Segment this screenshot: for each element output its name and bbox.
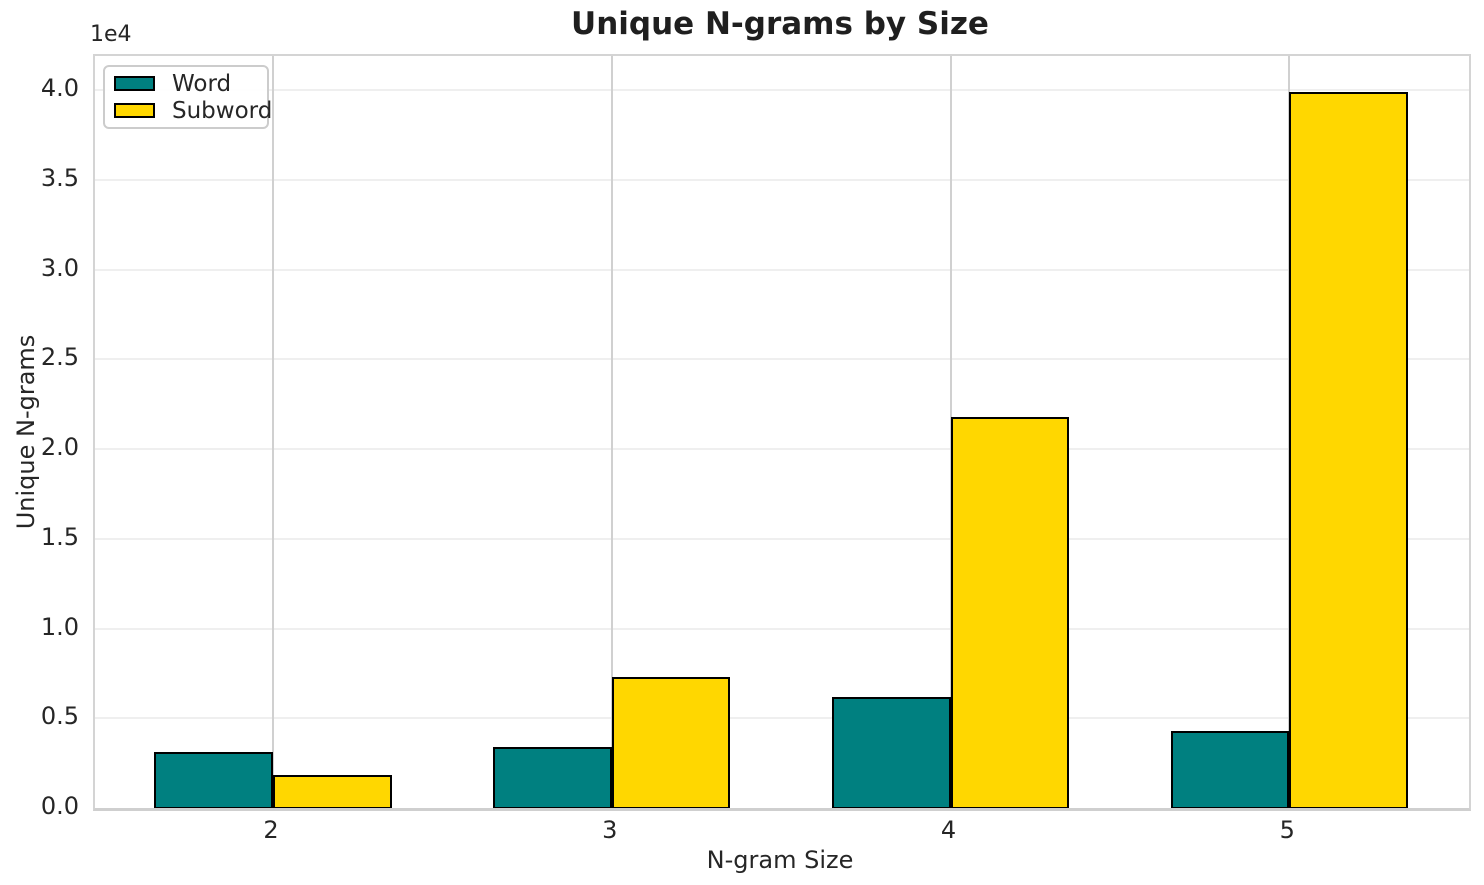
legend: Word Subword — [103, 65, 272, 129]
plot-area: Word Subword — [93, 54, 1471, 811]
x-tick-label: 5 — [1279, 816, 1295, 844]
legend-item-subword: Subword — [114, 98, 272, 124]
y-gridline — [95, 358, 1469, 361]
legend-item-word: Word — [114, 71, 267, 97]
y-tick-label: 3.0 — [40, 253, 79, 282]
legend-swatch-word-icon — [114, 76, 155, 91]
y-tick-label: 0.0 — [40, 792, 79, 820]
x-gridline — [610, 56, 613, 808]
bar-word-4 — [831, 696, 951, 808]
y-gridline — [95, 717, 1469, 720]
y-gridline — [95, 268, 1469, 271]
y-tick-label: 0.5 — [40, 702, 79, 731]
bar-word-2 — [154, 752, 273, 808]
y-gridline — [95, 448, 1469, 451]
x-tick-label: 2 — [263, 816, 279, 844]
y-tick-label: 1.5 — [40, 522, 79, 551]
bar-subword-3 — [611, 676, 731, 808]
legend-swatch-subword-icon — [114, 103, 155, 118]
bar-word-3 — [493, 746, 612, 808]
x-tick-label: 3 — [602, 816, 618, 844]
bar-word-5 — [1170, 730, 1290, 808]
bar-subword-4 — [950, 416, 1070, 808]
x-tick-label: 4 — [940, 816, 957, 844]
y-gridline — [95, 178, 1469, 181]
bar-subword-5 — [1289, 91, 1408, 808]
chart-title: Unique N-grams by Size — [571, 6, 989, 42]
y-gridline — [95, 537, 1469, 540]
y-tick-label: 4.0 — [40, 74, 79, 103]
y-gridline — [95, 89, 1469, 92]
legend-label-word: Word — [172, 70, 232, 97]
bar-subword-2 — [273, 774, 392, 808]
x-axis-label: N-gram Size — [706, 846, 854, 874]
legend-label-subword: Subword — [172, 97, 273, 124]
x-gridline — [272, 56, 275, 808]
y-axis-offset-text: 1e4 — [90, 22, 132, 47]
y-tick-label: 3.5 — [40, 163, 79, 192]
y-tick-label: 2.5 — [40, 343, 79, 372]
y-tick-label: 1.0 — [40, 612, 79, 641]
y-tick-label: 2.0 — [40, 433, 79, 462]
y-gridline — [95, 627, 1469, 630]
